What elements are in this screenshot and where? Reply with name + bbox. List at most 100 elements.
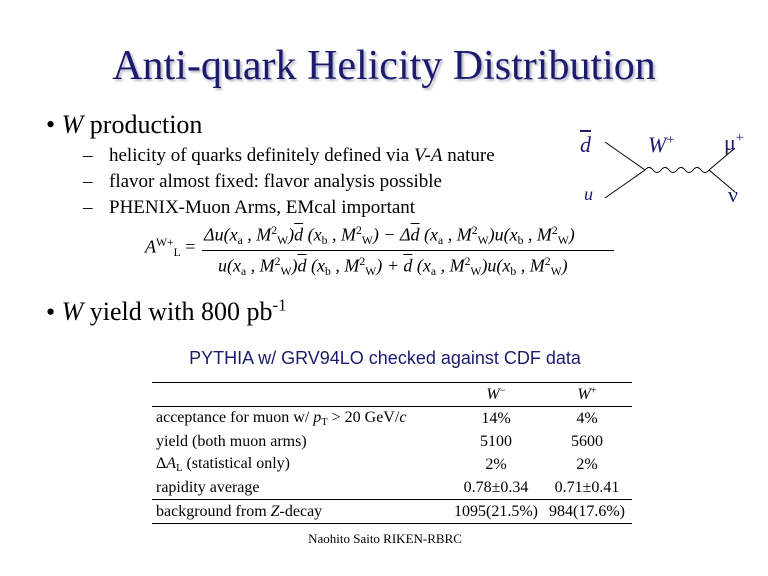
text-run: ) [288,224,295,245]
table-cell: 4% [542,407,632,431]
text-run: (x [419,224,439,245]
table-cell: ΔAL (statistical only) [152,453,450,476]
text-run: 2 [544,255,551,268]
text-run: 2 [464,255,471,268]
header-cell: W− [450,383,542,407]
header-text: W+ [577,385,597,403]
bullet-text: W production [62,110,203,139]
table-caption: PYTHIA w/ GRV94LO checked against CDF da… [189,348,581,368]
diagram-label: W+ [648,132,674,158]
cell-text: rapidity average [156,479,260,496]
sub-bullet: flavor almost fixed: flavor analysis pos… [83,171,442,193]
table-cell: 0.78±0.34 [450,476,542,500]
text-run: -decay [279,502,323,520]
cell-text: 5100 [480,433,512,450]
text-run: (x [412,255,431,276]
text-run: d [580,132,591,157]
table-cell: 5600 [542,430,632,453]
cell-text: 14% [481,410,510,427]
text-run: u [584,184,593,204]
text-run: flavor almost fixed: flavor analysis pos… [109,171,442,192]
text-run: yield with 800 pb [83,297,273,327]
text-run: T [321,417,328,429]
text-run: 2 [355,224,362,237]
text-run: c [399,408,407,426]
bullet: • W yield with 800 pb-1 [46,296,287,327]
text-run: d [297,255,307,276]
text-run: W [61,297,84,327]
text-run: 14% [481,409,511,427]
fraction-line [202,250,614,251]
diagram-label: u [584,184,593,205]
text-run: a [240,264,247,278]
text-run: a [237,233,243,247]
text-run: ) + [376,255,404,276]
footer: Naohito Saito RIKEN-RBRC [308,531,462,546]
diagram-label: d [580,132,591,158]
formula-numerator: Δu(xa , M2W)d (xb , M2W) − Δd (xa , M2W)… [204,224,575,247]
text-run: − [499,385,506,397]
text-run: A [145,236,156,257]
cell-text: 4% [576,410,597,427]
header-text: W− [486,385,506,403]
text-run: 2 [471,224,478,237]
results-table: W− W+ acceptance for muon w/ pT > 20 GeV/c… [152,382,632,524]
text-run: W [648,132,667,157]
bullet: • W production [46,110,203,139]
cell-text: 5600 [571,433,603,450]
table-row: rapidity average 0.78±0.34 0.71±0.41 [152,476,632,500]
text-run: W [477,233,489,247]
text-run: ) [291,255,298,276]
text-run: V-A [413,145,443,166]
text-run: b [325,264,331,278]
table-row: yield (both muon arms) 5100 5600 [152,430,632,453]
table-cell: background from Z-decay [152,500,450,524]
cell-text: 1095(21.5%) [454,503,538,520]
header-cell: W+ [542,383,632,407]
text-run: d [403,255,413,276]
table-cell: 2% [450,453,542,476]
text-run: W [361,233,373,247]
text-run: + [735,130,744,147]
text-run: Z [270,502,280,520]
text-run: W [486,385,500,403]
text-run: , M [330,255,360,276]
text-run: , M [523,224,552,245]
text-run: ) [568,224,575,245]
table-cell: 14% [450,407,542,431]
text-run: )u(x [488,224,518,245]
cell-text: ΔAL (statistical only) [156,454,290,474]
header-cell [152,383,450,407]
cell-text: 2% [485,456,506,473]
text-run: + [666,132,675,149]
table-row: background from Z-decay 1095(21.5%) 984(17… [152,499,632,524]
text-run: 4% [576,409,598,427]
text-run: W [280,264,292,278]
text-run: 0.78±0.34 [463,478,529,496]
text-run: d [294,224,304,245]
text-run: 5100 [480,432,512,450]
text-run: a [438,233,444,247]
sub-bullet: PHENIX-Muon Arms, EMcal important [83,197,415,219]
text-run: 2 [359,255,366,268]
text-run: ) − Δ [372,224,411,245]
text-run: W [557,233,569,247]
text-run: W [550,264,562,278]
table-cell: yield (both muon arms) [152,430,450,453]
cell-text: acceptance for muon w/ pT > 20 GeV/c [156,408,407,429]
text-run: , M [436,255,465,276]
text-run: W [470,264,482,278]
text-run: helicity of quarks definitely defined vi… [109,145,414,166]
text-run: , M [327,224,356,245]
table-cell: rapidity average [152,476,450,500]
text-run: Δ [156,454,167,472]
text-run: + [590,385,597,397]
table-row: ΔAL (statistical only) 2% 2% [152,453,632,476]
text-run: W+ [156,236,174,249]
text-run: , M [242,224,272,245]
text-run: nature [442,145,495,166]
table-header-row: W− W+ [152,383,632,407]
sub-bullet-text: helicity of quarks definitely defined vi… [85,145,495,166]
bullet-text: W yield with 800 pb-1 [61,296,287,327]
